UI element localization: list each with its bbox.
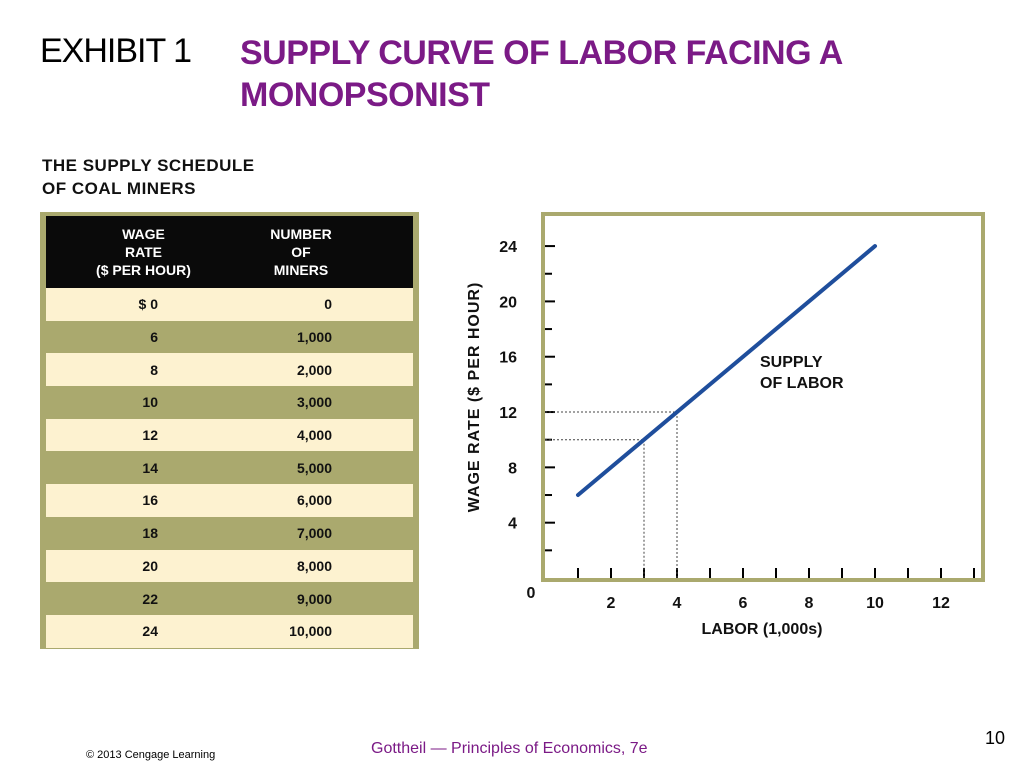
chart-plot-area — [545, 216, 981, 578]
supply-schedule-table: WAGE RATE ($ PER HOUR) NUMBER OF MINERS … — [40, 212, 419, 649]
y-tick-label: 8 — [508, 460, 517, 477]
miners-cell: 0 — [324, 296, 332, 313]
miners-header-line: OF — [291, 244, 311, 260]
y-axis-label: WAGE RATE ($ PER HOUR) — [466, 282, 483, 513]
table-row: 18 7,000 — [46, 516, 413, 550]
miners-cell: 10,000 — [289, 623, 332, 640]
table-header: WAGE RATE ($ PER HOUR) NUMBER OF MINERS — [46, 216, 413, 288]
table-row: $ 0 0 — [46, 288, 413, 321]
copyright-note: © 2013 Cengage Learning — [86, 749, 216, 761]
miners-cell: 8,000 — [296, 557, 332, 574]
schedule-heading: THE SUPPLY SCHEDULE OF COAL MINERS — [42, 154, 255, 200]
miners-header-line: MINERS — [273, 262, 329, 278]
wage-header-line: RATE — [124, 244, 163, 260]
wage-cell: 10 — [142, 394, 158, 411]
x-tick-label: 2 — [607, 595, 616, 612]
x-tick-label: 6 — [739, 595, 748, 612]
page-title: SUPPLY CURVE OF LABOR FACING A MONOPSONI… — [240, 34, 842, 114]
exhibit-label: EXHIBIT 1 — [40, 32, 192, 70]
y-tick-label: 4 — [508, 516, 517, 533]
miners-cell: 2,000 — [296, 361, 332, 378]
wage-cell: $ 0 — [138, 296, 158, 313]
wage-cell: 22 — [142, 590, 158, 607]
miners-cell: 4,000 — [296, 427, 332, 444]
y-tick-label: 16 — [499, 350, 517, 367]
miners-cell: 7,000 — [296, 525, 332, 542]
miners-header-line: NUMBER — [270, 226, 332, 242]
schedule-heading-line1: THE SUPPLY SCHEDULE — [42, 156, 255, 175]
table-row: 6 1,000 — [46, 320, 413, 354]
page-number: 10 — [985, 728, 1006, 748]
wage-cell: 16 — [142, 492, 158, 509]
series-label: OF LABOR — [760, 375, 844, 392]
wage-cell: 14 — [142, 459, 158, 476]
wage-cell: 20 — [142, 557, 158, 574]
book-credit: Gottheil — Principles of Economics, 7e — [371, 740, 648, 757]
table-row: 10 3,000 — [46, 386, 413, 419]
wage-cell: 24 — [142, 623, 158, 640]
wage-header-line: ($ PER HOUR) — [96, 262, 191, 278]
schedule-heading-line2: OF COAL MINERS — [42, 179, 197, 198]
x-tick-label: 8 — [805, 595, 814, 612]
wage-cell: 6 — [150, 329, 158, 346]
wage-column-header: WAGE RATE ($ PER HOUR) — [46, 225, 241, 279]
origin-label: 0 — [527, 585, 536, 602]
x-axis-label: LABOR (1,000s) — [702, 621, 823, 638]
series-label: SUPPLY — [760, 354, 823, 371]
miners-cell: 9,000 — [296, 590, 332, 607]
table-row: 12 4,000 — [46, 418, 413, 452]
table-row: 20 8,000 — [46, 549, 413, 583]
miners-cell: 3,000 — [296, 394, 332, 411]
supply-curve-line — [576, 244, 877, 498]
miners-cell: 5,000 — [296, 459, 332, 476]
miners-cell: 1,000 — [296, 329, 332, 346]
x-tick-label: 12 — [932, 595, 950, 612]
x-tick-label: 4 — [673, 595, 682, 612]
wage-header-line: WAGE — [122, 226, 165, 242]
y-tick-label: 20 — [499, 294, 517, 311]
table-row: 22 9,000 — [46, 582, 413, 615]
table-row: 24 10,000 — [46, 614, 413, 648]
table-row: 14 5,000 — [46, 451, 413, 485]
miners-cell: 6,000 — [296, 492, 332, 509]
x-tick-label: 10 — [866, 595, 884, 612]
wage-cell: 18 — [142, 525, 158, 542]
y-tick-label: 12 — [499, 405, 517, 422]
wage-cell: 12 — [142, 427, 158, 444]
miners-column-header: NUMBER OF MINERS — [241, 225, 361, 279]
y-tick-label: 24 — [499, 239, 517, 256]
wage-cell: 8 — [150, 361, 158, 378]
table-row: 16 6,000 — [46, 484, 413, 517]
table-row: 8 2,000 — [46, 353, 413, 387]
